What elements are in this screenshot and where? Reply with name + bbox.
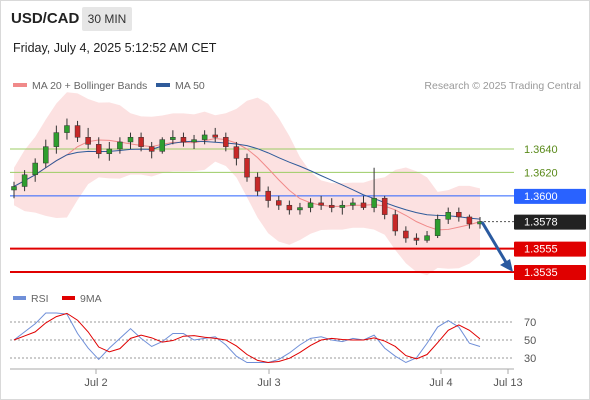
- legend-ma50: MA 50: [156, 80, 205, 92]
- candle-body: [138, 137, 144, 147]
- candle-body: [212, 134, 218, 138]
- rsi-tick-50: 50: [524, 335, 536, 347]
- candle-body: [223, 137, 229, 147]
- candle-body: [254, 176, 261, 192]
- candle-body: [74, 125, 81, 138]
- rsi-line: [13, 312, 481, 364]
- ma-level-1-3640-label: 1.3640: [524, 144, 558, 156]
- candle-body: [350, 202, 356, 206]
- candle-body: [297, 207, 303, 211]
- rsi-tick-70: 70: [524, 317, 536, 329]
- last-price-1-3578-badge: [514, 214, 586, 230]
- legend-ma50-label: MA 50: [175, 80, 205, 92]
- rsi-9ma-line: [13, 312, 481, 364]
- candle-body: [434, 219, 441, 236]
- resistance-1-3600-badge: [514, 188, 586, 204]
- legend-ma50-swatch: [156, 83, 170, 88]
- datetime-label: Friday, July 4, 2025 5:12:52 AM CET: [13, 41, 217, 55]
- legend-9ma-swatch: [62, 296, 75, 301]
- candle-body: [445, 212, 451, 220]
- candle-body: [180, 137, 187, 143]
- ma50-line: [13, 140, 481, 220]
- candle-body: [117, 141, 123, 150]
- support-1-3535-badge: [514, 265, 586, 280]
- candle-body: [85, 137, 91, 145]
- support-1-3555-label: 1.3555: [524, 244, 558, 256]
- candle-body: [127, 137, 134, 143]
- candle-body: [64, 125, 70, 133]
- legend-9ma-label: 9MA: [80, 293, 102, 305]
- x-tick-label: Jul 4: [429, 377, 452, 389]
- legend-rsi-label: RSI: [31, 293, 49, 305]
- legend-ma20-label: MA 20 + Bollinger Bands: [32, 80, 148, 92]
- candle-body: [95, 144, 102, 154]
- legend-ma20: MA 20 + Bollinger Bands: [13, 80, 147, 92]
- candle-body: [392, 214, 399, 232]
- ma20-line: [13, 137, 481, 231]
- support-1-3535-label: 1.3535: [524, 267, 558, 279]
- candle-body: [201, 134, 208, 140]
- candle-body: [328, 204, 335, 208]
- candle-body: [170, 137, 176, 140]
- candle-body: [148, 146, 155, 152]
- legend-rsi-swatch: [13, 296, 26, 301]
- candle-body: [43, 146, 49, 164]
- support-1-3555-badge: [514, 241, 586, 257]
- rsi-tick-30: 30: [524, 353, 536, 365]
- candle-body: [318, 202, 324, 206]
- x-tick-label: Jul 13: [493, 377, 522, 389]
- candle-body: [307, 202, 314, 208]
- candle-body: [233, 146, 240, 159]
- candle-body: [11, 186, 17, 191]
- candle-body: [21, 174, 28, 187]
- candle-body: [32, 162, 38, 176]
- candle-body: [106, 148, 113, 154]
- legend-ma20-swatch: [13, 83, 27, 88]
- candle-body: [424, 235, 430, 241]
- ma-level-1-3620-label: 1.3620: [524, 167, 558, 179]
- candle-body: [286, 204, 293, 211]
- candle-body: [371, 197, 377, 208]
- symbol-title: USD/CAD: [11, 10, 80, 27]
- candle-body: [276, 200, 282, 206]
- candle-body: [456, 212, 462, 218]
- timeframe-badge[interactable]: 30 MIN: [82, 7, 132, 31]
- candle-body: [191, 139, 197, 143]
- candle-body: [403, 230, 409, 239]
- x-tick-label: Jul 2: [84, 377, 107, 389]
- brand-credit: Research © 2025 Trading Central: [424, 80, 581, 92]
- candle-body: [53, 132, 60, 147]
- x-tick-label: Jul 3: [257, 377, 280, 389]
- candle-body: [413, 237, 420, 241]
- candle-body: [159, 139, 166, 152]
- legend-rsi: RSI: [13, 293, 49, 305]
- last-price-1-3578-label: 1.3578: [524, 217, 558, 229]
- candle-body: [360, 202, 367, 208]
- forecast-arrow-head: [500, 259, 513, 272]
- candle-body: [244, 158, 250, 178]
- forecast-arrow-shaft: [480, 221, 509, 265]
- candle-body: [339, 204, 346, 208]
- candle-body: [265, 190, 271, 201]
- candle-body: [466, 216, 473, 225]
- candle-body: [381, 197, 388, 215]
- resistance-1-3600-label: 1.3600: [524, 191, 558, 203]
- legend-9ma: 9MA: [62, 293, 102, 305]
